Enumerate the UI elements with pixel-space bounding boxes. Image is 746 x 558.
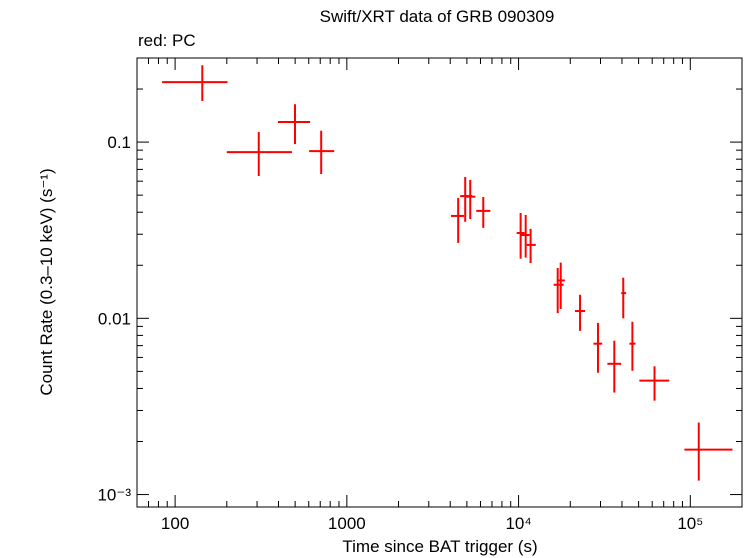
y-tick-label: 10⁻³ [97, 486, 131, 505]
y-tick-label: 0.01 [98, 309, 131, 328]
annotation: red: PC [138, 31, 196, 50]
x-tick-label: 10⁴ [505, 514, 531, 533]
y-tick-label: 0.1 [107, 133, 131, 152]
x-tick-label: 10⁵ [677, 514, 703, 533]
x-axis-label: Time since BAT trigger (s) [342, 537, 537, 556]
x-tick-label: 1000 [328, 514, 366, 533]
plot-frame [136, 57, 743, 508]
chart-title: Swift/XRT data of GRB 090309 [320, 7, 555, 26]
y-axis-label: Count Rate (0.3–10 keV) (s⁻¹) [37, 168, 56, 395]
x-tick-label: 100 [161, 514, 189, 533]
